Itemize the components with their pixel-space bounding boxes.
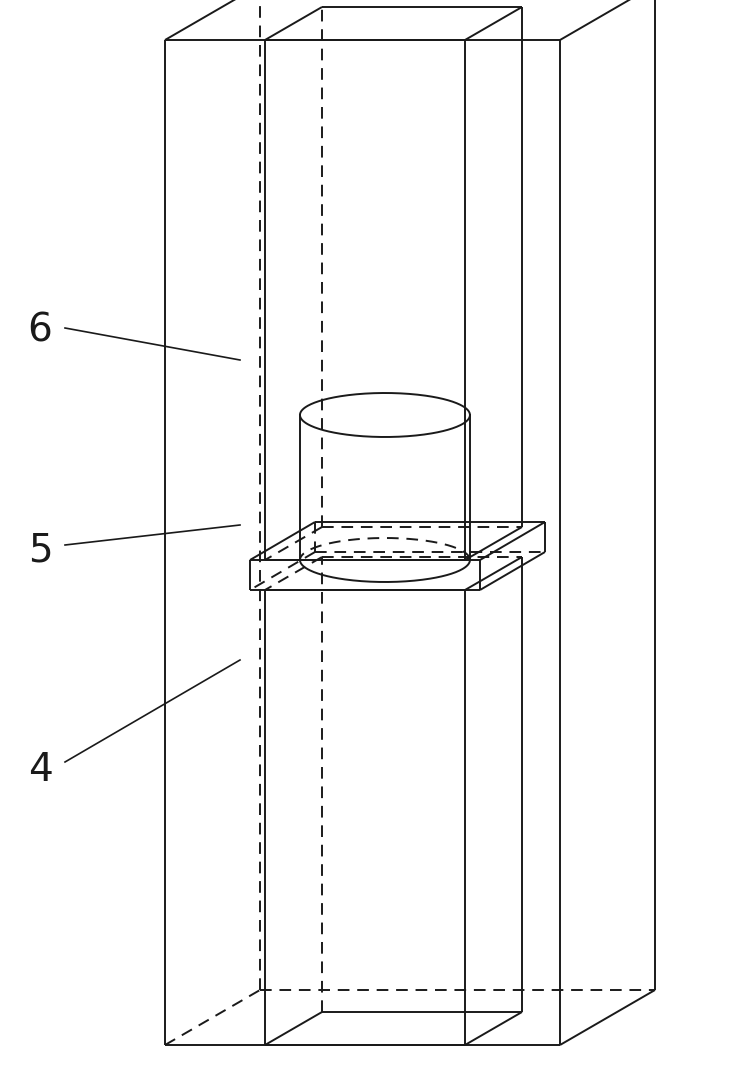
Text: 4: 4: [27, 751, 53, 789]
Text: 5: 5: [27, 531, 53, 569]
Text: 6: 6: [27, 311, 53, 349]
